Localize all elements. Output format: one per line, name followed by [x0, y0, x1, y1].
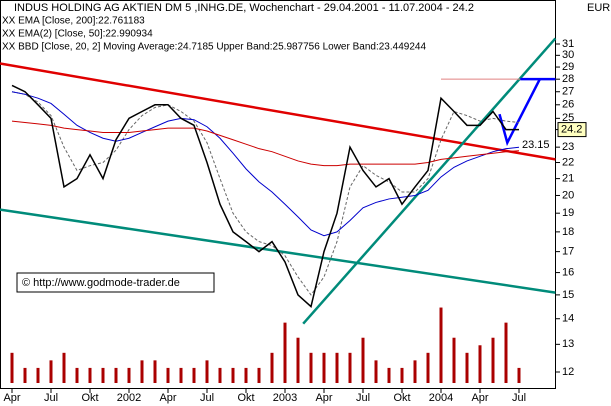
volume-bar: [88, 367, 92, 383]
volume-bar: [205, 360, 209, 383]
x-tick-label: Apr: [471, 392, 488, 404]
volume-bar: [413, 360, 417, 383]
volume-bar: [478, 345, 482, 383]
copyright: © http://www.godmode-trader.de: [22, 277, 180, 289]
volume-bar: [348, 352, 352, 383]
series-line: [11, 84, 519, 309]
volume-bar: [465, 352, 469, 383]
y-tick-label: 14: [562, 313, 574, 325]
volume-bar: [101, 367, 105, 383]
x-tick-label: Jul: [44, 392, 58, 404]
trendline: [302, 37, 557, 325]
volume-bar: [426, 352, 430, 383]
volume-bar: [400, 367, 404, 383]
volume-bar: [517, 367, 521, 383]
y-tick-label: 29: [562, 61, 574, 73]
volume-bar: [309, 352, 313, 383]
y-tick-label: 31: [562, 38, 574, 50]
legend-entry: XX BBD [Close, 20, 2] Moving Average:24.…: [2, 42, 426, 53]
volume-bar: [374, 360, 378, 383]
y-tick-label: 23: [562, 141, 574, 153]
volume-bar: [10, 352, 14, 383]
volume-bar: [439, 307, 443, 383]
volume-bar: [504, 322, 508, 383]
y-tick-label: 27: [562, 86, 574, 98]
x-tick-label: Jul: [356, 392, 370, 404]
y-tick-label: 12: [562, 366, 574, 378]
last-price-label: 24.2: [561, 123, 582, 135]
x-tick-label: Apr: [315, 392, 332, 404]
x-tick-label: Jul: [200, 392, 214, 404]
volume-bar: [244, 367, 248, 383]
y-tick-label: 26: [562, 99, 574, 111]
currency: EUR: [587, 2, 610, 14]
y-tick-label: 28: [562, 73, 574, 85]
volume-bar: [153, 360, 157, 383]
legend-entry: XX EMA(2) [Close, 50]:22.990934: [2, 29, 153, 40]
volume-bar: [192, 367, 196, 383]
y-tick-label: 15: [562, 289, 574, 301]
chart-title: INDUS HOLDING AG AKTIEN DM 5 ,INHG.DE, W…: [14, 2, 474, 14]
volume-bar: [491, 337, 495, 383]
series-line: [11, 120, 520, 167]
volume-bar: [218, 367, 222, 383]
x-tick-label: Apr: [3, 392, 20, 404]
volume-bar: [179, 367, 183, 383]
y-tick-label: 25: [562, 112, 574, 124]
y-tick-label: 30: [562, 49, 574, 61]
volume-bar: [387, 367, 391, 383]
y-tick-label: 16: [562, 266, 574, 278]
series-line: [11, 91, 520, 296]
volume-bar: [62, 352, 66, 383]
x-tick-label: Okt: [393, 392, 410, 404]
copyright-box: [16, 272, 215, 293]
volume-bar: [257, 367, 261, 383]
volume-bar: [166, 367, 170, 383]
y-tick-label: 13: [562, 338, 574, 350]
volume-bar: [452, 337, 456, 383]
volume-bar: [231, 367, 235, 383]
volume-bar: [140, 360, 144, 383]
x-tick-label: 2004: [429, 392, 453, 404]
y-tick-label: 17: [562, 246, 574, 258]
x-tick-label: Okt: [81, 392, 98, 404]
volume-bar: [335, 352, 339, 383]
volume-bar: [322, 352, 326, 383]
volume-bar: [361, 337, 365, 383]
volume-bar: [283, 322, 287, 383]
volume-bar: [114, 367, 118, 383]
legend-entry: XX EMA [Close, 200]:22.761183: [2, 16, 145, 27]
volume-bar: [296, 337, 300, 383]
y-tick-label: 18: [562, 226, 574, 238]
series-line: [11, 91, 520, 237]
x-tick-label: 2003: [273, 392, 297, 404]
x-tick-label: 2002: [117, 392, 141, 404]
plot-frame: [0, 0, 556, 389]
last-price-box: [557, 122, 587, 138]
y-tick-label: 19: [562, 207, 574, 219]
annotation: 23.15: [522, 139, 550, 151]
y-tick-label: 22: [562, 156, 574, 168]
x-tick-label: Okt: [237, 392, 254, 404]
volume-bar: [75, 367, 79, 383]
volume-bar: [270, 352, 274, 383]
volume-bar: [36, 367, 40, 383]
volume-bar: [23, 367, 27, 383]
volume-bar: [49, 360, 53, 383]
x-tick-label: Jul: [512, 392, 526, 404]
y-tick-label: 21: [562, 173, 574, 185]
x-tick-label: Apr: [159, 392, 176, 404]
volume-bar: [127, 367, 131, 383]
y-tick-label: 20: [562, 189, 574, 201]
